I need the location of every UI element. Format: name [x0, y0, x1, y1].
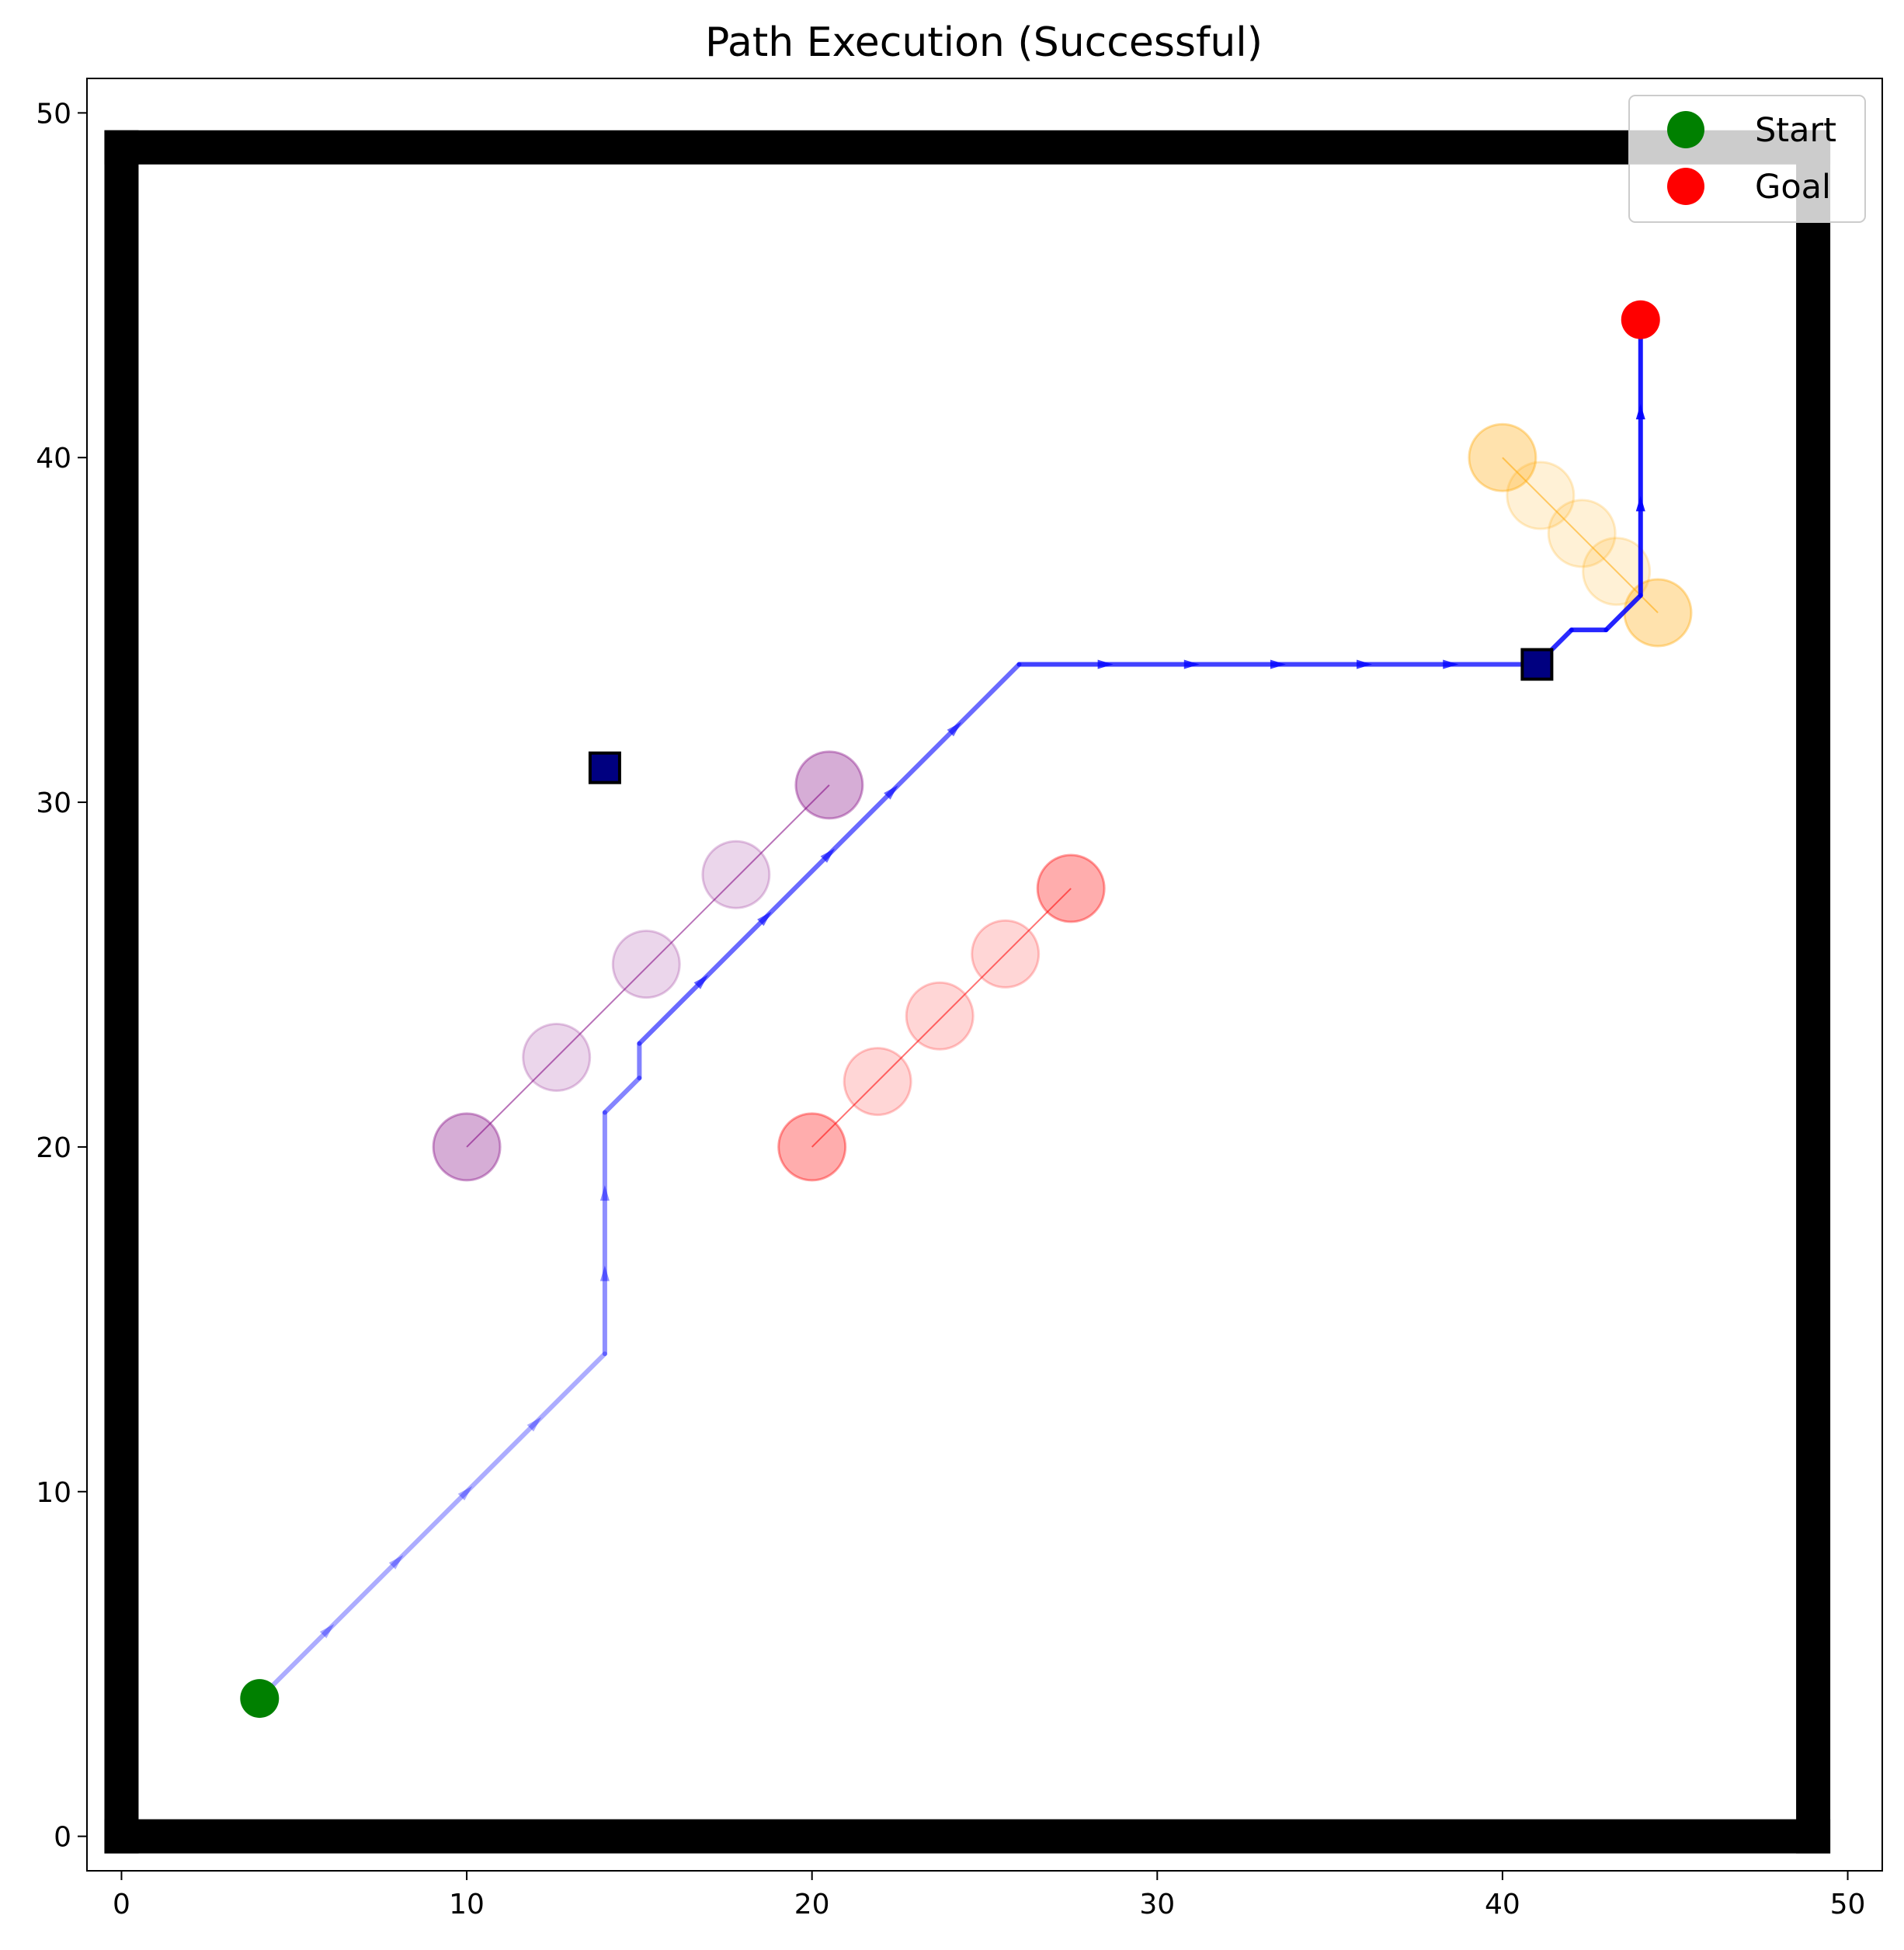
red-obstacle-position-3: [971, 919, 1041, 989]
y-tick-label-0: 0: [54, 1822, 71, 1854]
start-marker: [240, 1679, 280, 1719]
path-arrow-4-2: [757, 911, 772, 926]
red-obstacle-trajectory: [811, 888, 1072, 1148]
x-tick-label-4: 40: [1485, 1889, 1520, 1920]
x-tick-label-5: 50: [1830, 1889, 1866, 1920]
orange-obstacle-position-2: [1547, 499, 1617, 568]
static-obstacle-1: [1520, 648, 1554, 681]
purple-obstacle-position-3: [701, 839, 771, 909]
orange-obstacle-trajectory: [1502, 457, 1659, 614]
path-arrow-5-4: [1357, 659, 1373, 669]
y-tick-label-3: 30: [36, 787, 71, 819]
path-arrow-1-2: [599, 1185, 610, 1201]
legend-goal-marker: [1667, 168, 1704, 205]
path-arrow-5-3: [1270, 659, 1286, 669]
purple-obstacle-position-1: [522, 1023, 592, 1093]
goal-marker: [1621, 300, 1660, 339]
purple-obstacle-position-0: [432, 1112, 502, 1182]
y-tick-label-2: 20: [36, 1132, 71, 1164]
red-obstacle-position-0: [777, 1112, 847, 1182]
path-arrow-0-1: [319, 1624, 335, 1639]
x-tick-label-0: 0: [113, 1889, 130, 1920]
y-tick-label-4: 40: [36, 443, 71, 474]
path-segment-0: [257, 1351, 607, 1701]
path-arrow-5-2: [1183, 659, 1200, 669]
path-arrow-5-1: [1097, 659, 1114, 669]
x-tick-label-3: 30: [1139, 1889, 1175, 1920]
red-obstacle-position-1: [843, 1047, 912, 1117]
path-segment-8: [1603, 593, 1643, 633]
y-tick-label-5: 50: [36, 98, 71, 130]
path-arrow-5-5: [1443, 659, 1459, 669]
legend: Start Goal: [1628, 95, 1866, 223]
path-arrow-0-4: [526, 1416, 542, 1432]
axes-frame: [86, 78, 1883, 1872]
orange-obstacle-position-1: [1506, 461, 1576, 530]
path-arrow-4-3: [820, 848, 835, 863]
orange-obstacle-position-0: [1468, 422, 1537, 492]
static-obstacle-0: [588, 751, 621, 784]
chart-title: Path Execution (Successful): [705, 19, 1263, 66]
red-obstacle-position-2: [905, 981, 975, 1051]
red-obstacle-position-4: [1036, 853, 1106, 923]
path-arrow-9-1: [1635, 495, 1645, 512]
path-arrow-0-2: [388, 1555, 404, 1569]
path-arrow-0-3: [457, 1486, 473, 1501]
purple-obstacle-trajectory: [466, 784, 830, 1148]
y-tick-label-1: 10: [36, 1477, 71, 1509]
path-arrow-1-1: [599, 1265, 610, 1281]
legend-start-label: Start: [1755, 111, 1836, 150]
x-tick-label-2: 20: [794, 1889, 830, 1920]
axis-ticks: 0 10 20 30 40 50 0 10 20 30 40 50: [36, 98, 1865, 1920]
path-arrow-9-2: [1635, 404, 1645, 420]
legend-start-marker: [1667, 111, 1704, 148]
purple-obstacle-position-4: [794, 750, 864, 820]
x-tick-label-1: 10: [449, 1889, 485, 1920]
legend-goal-label: Goal: [1755, 168, 1831, 207]
path-arrow-4-4: [884, 785, 898, 800]
path-arrow-4-5: [947, 721, 962, 737]
path-arrow-4-1: [693, 975, 708, 989]
orange-obstacle-position-4: [1623, 578, 1693, 648]
path-segment-2: [602, 1076, 642, 1115]
plot-area: [104, 130, 1831, 1854]
purple-obstacle-position-2: [611, 930, 681, 999]
orange-obstacle-position-3: [1582, 537, 1652, 607]
